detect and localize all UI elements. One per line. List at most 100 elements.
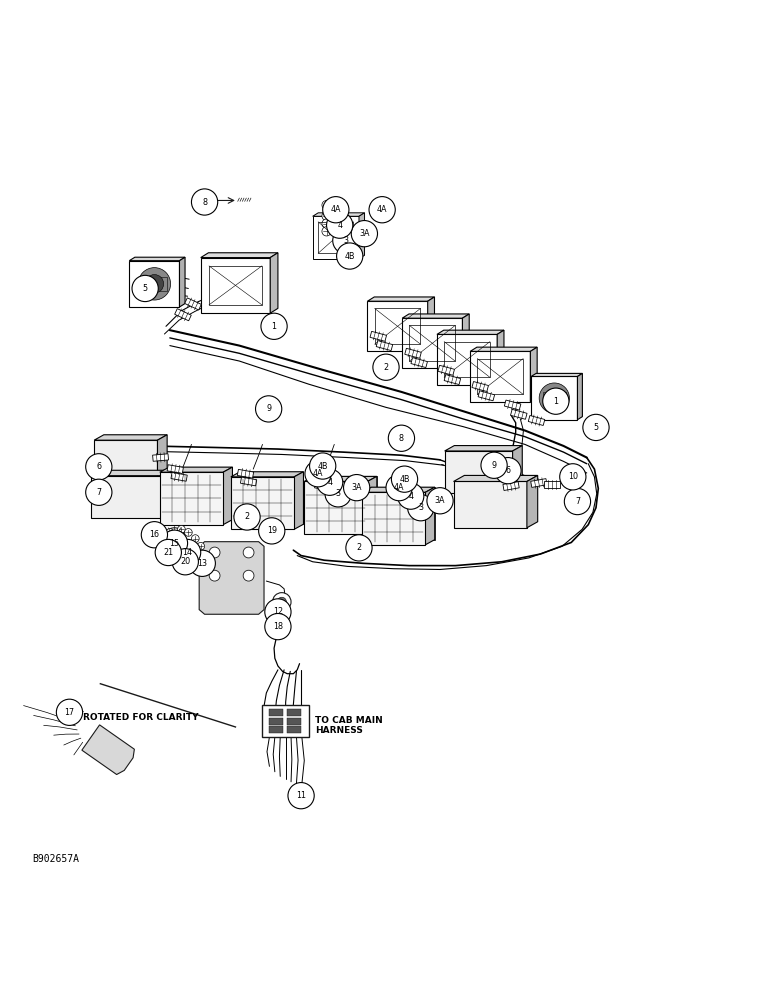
Circle shape: [209, 547, 220, 558]
Polygon shape: [367, 301, 428, 351]
Polygon shape: [314, 482, 331, 490]
Polygon shape: [153, 454, 168, 461]
Polygon shape: [287, 709, 301, 716]
Text: 3A: 3A: [359, 229, 370, 238]
Circle shape: [310, 453, 336, 479]
Polygon shape: [510, 409, 527, 419]
Circle shape: [305, 461, 331, 487]
Polygon shape: [313, 476, 377, 529]
Text: 1: 1: [554, 397, 558, 406]
Text: 2: 2: [357, 543, 361, 552]
Circle shape: [322, 227, 331, 236]
Polygon shape: [437, 330, 504, 334]
Polygon shape: [444, 375, 461, 385]
Polygon shape: [577, 373, 582, 420]
Circle shape: [243, 547, 254, 558]
Polygon shape: [313, 213, 364, 216]
Polygon shape: [304, 481, 367, 534]
Text: 4A: 4A: [377, 205, 388, 214]
Circle shape: [322, 200, 331, 210]
Text: 4B: 4B: [317, 462, 328, 471]
Polygon shape: [376, 341, 393, 351]
Circle shape: [325, 481, 351, 507]
Polygon shape: [402, 318, 462, 368]
Text: 5: 5: [594, 423, 598, 432]
Polygon shape: [94, 435, 168, 440]
Polygon shape: [530, 347, 537, 402]
Text: 13: 13: [198, 559, 207, 568]
Text: 4A: 4A: [394, 483, 405, 492]
Polygon shape: [504, 400, 521, 410]
Polygon shape: [160, 467, 232, 472]
Polygon shape: [530, 479, 547, 487]
Circle shape: [288, 783, 314, 809]
Circle shape: [67, 701, 75, 708]
Text: 21: 21: [163, 548, 174, 557]
Circle shape: [391, 466, 418, 492]
Circle shape: [197, 542, 205, 550]
Circle shape: [166, 529, 174, 536]
Text: 6: 6: [96, 462, 101, 471]
Text: 6: 6: [506, 466, 510, 475]
Polygon shape: [269, 726, 283, 733]
Text: 17: 17: [64, 708, 75, 717]
Polygon shape: [201, 258, 270, 313]
Circle shape: [322, 211, 331, 221]
Polygon shape: [157, 435, 168, 483]
Text: 10: 10: [568, 472, 577, 481]
Circle shape: [259, 518, 285, 544]
Text: 3A: 3A: [435, 496, 445, 505]
Circle shape: [185, 529, 192, 536]
Polygon shape: [231, 472, 303, 477]
Circle shape: [344, 475, 370, 501]
Polygon shape: [171, 472, 188, 481]
Text: 4B: 4B: [344, 252, 355, 261]
Polygon shape: [544, 481, 560, 488]
Polygon shape: [531, 376, 577, 420]
Circle shape: [161, 530, 188, 556]
Text: 15: 15: [169, 539, 180, 548]
Text: 3: 3: [336, 489, 340, 498]
Circle shape: [546, 389, 563, 407]
Polygon shape: [304, 476, 377, 481]
Text: 20: 20: [180, 557, 191, 566]
Text: 4A: 4A: [313, 469, 323, 478]
Text: 5: 5: [143, 284, 147, 293]
Polygon shape: [402, 314, 469, 318]
Polygon shape: [362, 492, 425, 545]
Polygon shape: [240, 477, 257, 486]
Polygon shape: [462, 314, 469, 368]
Polygon shape: [130, 257, 185, 261]
Circle shape: [164, 528, 185, 549]
Polygon shape: [528, 416, 545, 425]
Circle shape: [86, 454, 112, 480]
Circle shape: [265, 613, 291, 640]
Polygon shape: [371, 487, 435, 540]
Polygon shape: [167, 465, 184, 474]
Text: 7: 7: [96, 488, 101, 497]
Text: ROTATED FOR CLARITY: ROTATED FOR CLARITY: [83, 713, 199, 722]
Circle shape: [209, 570, 220, 581]
Polygon shape: [287, 726, 301, 733]
Polygon shape: [161, 470, 170, 518]
Circle shape: [273, 593, 291, 611]
Polygon shape: [472, 382, 489, 391]
Polygon shape: [201, 253, 278, 258]
Polygon shape: [531, 373, 582, 376]
Polygon shape: [269, 718, 283, 725]
Polygon shape: [262, 705, 309, 737]
Text: 4: 4: [327, 478, 332, 487]
Circle shape: [265, 522, 276, 532]
Polygon shape: [453, 481, 527, 528]
Text: 1: 1: [272, 322, 276, 331]
Polygon shape: [513, 446, 522, 493]
Text: TO CAB MAIN
HARNESS: TO CAB MAIN HARNESS: [315, 716, 383, 735]
Text: 2: 2: [245, 512, 249, 521]
Polygon shape: [362, 487, 435, 492]
Circle shape: [322, 219, 331, 228]
Circle shape: [386, 475, 412, 501]
Polygon shape: [527, 475, 537, 528]
Text: 8: 8: [399, 434, 404, 443]
Circle shape: [174, 539, 201, 566]
Polygon shape: [287, 718, 301, 725]
